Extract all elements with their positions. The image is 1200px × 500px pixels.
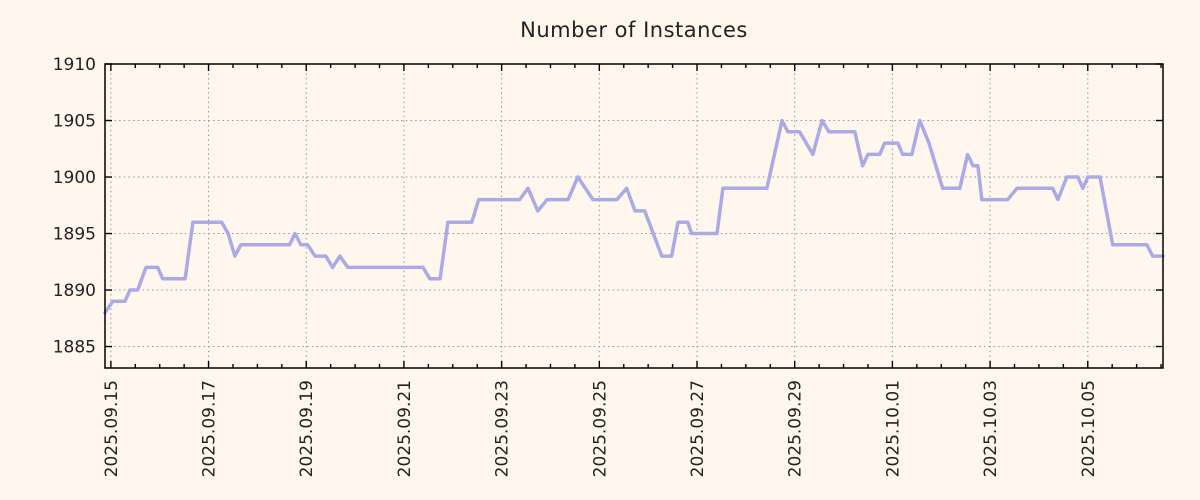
y-tick-label: 1905 (53, 112, 96, 132)
x-tick-label: 2025.10.05 (1079, 380, 1099, 477)
series-instances (103, 118, 1165, 315)
y-tick-label: 1900 (53, 168, 96, 188)
x-tick-label: 2025.09.17 (200, 380, 220, 477)
gridlines (105, 64, 1163, 368)
x-tick-label: 2025.10.03 (981, 380, 1001, 477)
y-tick-label: 1910 (53, 55, 96, 75)
y-tick-label: 1895 (53, 225, 96, 245)
chart-title: Number of Instances (520, 18, 748, 42)
x-tick-label: 2025.09.19 (297, 380, 317, 477)
x-tick-label: 2025.09.23 (493, 380, 513, 477)
series-line (103, 118, 1165, 315)
x-tick-label: 2025.09.25 (590, 380, 610, 477)
x-tick-label: 2025.09.29 (786, 380, 806, 477)
x-tick-label: 2025.10.01 (883, 380, 903, 477)
x-tick-label: 2025.09.15 (102, 380, 122, 477)
y-tick-labels: 1885 1890 1895 1900 1905 1910 (53, 55, 96, 358)
y-tick-label: 1885 (53, 338, 96, 358)
x-tick-label: 2025.09.27 (688, 380, 708, 477)
axis-ticks (105, 63, 1163, 368)
x-tick-label: 2025.09.21 (395, 380, 415, 477)
x-tick-labels: 2025.09.15 2025.09.17 2025.09.19 2025.09.21… (102, 380, 1099, 477)
plot-border (104, 63, 1164, 369)
y-tick-label: 1890 (53, 281, 96, 301)
